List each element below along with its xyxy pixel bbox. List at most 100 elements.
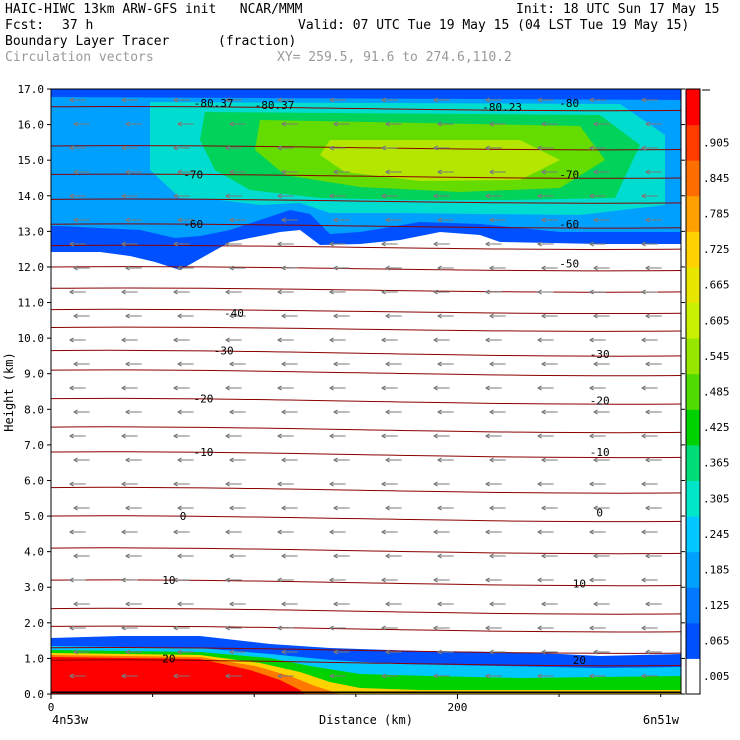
isotherm-line	[51, 659, 681, 667]
vector-arrow	[229, 649, 246, 655]
plot-field: -80.37 -80.37 -80.23 -80 -70 -70 -60 -60 -50 -40 -…	[51, 89, 681, 694]
contour-label: -30	[590, 348, 610, 361]
vector-arrow	[541, 601, 558, 607]
colorbar-label: .545	[703, 350, 730, 363]
x-tick-label: 0	[48, 701, 55, 714]
vector-arrow	[381, 673, 398, 679]
vector-arrow	[329, 145, 346, 151]
vector-arrow	[225, 337, 242, 343]
vector-arrow	[73, 121, 90, 127]
vector-arrow	[489, 553, 506, 559]
vector-arrow	[277, 433, 294, 439]
vector-arrow	[329, 289, 346, 295]
vector-arrow	[333, 409, 350, 415]
vector-arrow	[381, 241, 398, 247]
isotherm-line	[51, 486, 681, 494]
vector-arrow	[333, 505, 350, 511]
isotherm-line	[51, 287, 681, 293]
contour-label: 20	[573, 654, 586, 667]
vector-arrow	[433, 433, 450, 439]
colorbar-swatch	[686, 124, 700, 161]
vector-arrow	[593, 457, 610, 463]
vector-arrow	[173, 289, 190, 295]
vector-arrow	[385, 457, 402, 463]
temperature-contours	[51, 105, 681, 693]
isotherm-line	[51, 349, 681, 357]
vector-arrow	[537, 289, 554, 295]
colorbar-label: .845	[703, 172, 730, 185]
vector-arrow	[385, 265, 402, 271]
vector-arrow	[329, 385, 346, 391]
colorbar-swatch	[686, 480, 700, 517]
isotherm-line	[51, 607, 681, 615]
vector-arrow	[541, 361, 558, 367]
isotherm-line	[51, 625, 681, 633]
vector-arrow	[589, 337, 606, 343]
contour-label: -20	[590, 394, 610, 407]
vector-arrow	[381, 97, 398, 103]
vector-arrow	[125, 601, 142, 607]
contour-label: -80	[559, 97, 579, 110]
vector-arrow	[177, 121, 194, 127]
forecast-hour: 37 h	[62, 18, 94, 33]
vector-arrow	[433, 385, 450, 391]
vector-arrow	[437, 649, 454, 655]
vector-arrow	[437, 553, 454, 559]
vector-arrow	[177, 649, 194, 655]
vector-arrow	[589, 433, 606, 439]
vector-arrow	[173, 337, 190, 343]
vector-arrow	[121, 529, 138, 535]
vector-arrow	[125, 361, 142, 367]
vector-arrow	[173, 193, 190, 199]
vector-arrow	[589, 577, 606, 583]
vector-arrow	[173, 481, 190, 487]
vector-arrow	[645, 505, 662, 511]
colorbar-swatch	[686, 338, 700, 375]
vector-arrow	[73, 601, 90, 607]
vector-arrow	[229, 217, 246, 223]
vector-arrow	[229, 121, 246, 127]
y-tick-label: 9.0	[24, 368, 44, 381]
vector-arrow	[541, 457, 558, 463]
colorbar-label: .485	[703, 386, 730, 399]
y-axis-label: Height (km)	[2, 352, 16, 431]
vector-arrow	[381, 193, 398, 199]
vector-arrow	[541, 505, 558, 511]
vector-arrow	[177, 169, 194, 175]
vector-arrow	[281, 361, 298, 367]
y-tick-label: 1.0	[24, 652, 44, 665]
vector-arrow	[281, 649, 298, 655]
vector-arrow	[277, 193, 294, 199]
vector-arrow	[177, 457, 194, 463]
x-axis-label: Distance (km)	[319, 713, 413, 727]
vector-arrow	[69, 289, 86, 295]
contour-labels: -80.37 -80.37 -80.23 -80 -70 -70 -60 -60 -50 -40 -…	[162, 97, 609, 667]
isotherm-line	[51, 646, 681, 654]
vector-arrow	[125, 649, 142, 655]
vector-arrow	[537, 673, 554, 679]
vector-arrow	[177, 505, 194, 511]
contour-label: 10	[162, 574, 175, 587]
vector-arrow	[589, 145, 606, 151]
vector-arrow	[593, 361, 610, 367]
vector-arrow	[281, 121, 298, 127]
vector-arrow	[225, 97, 242, 103]
vector-arrow	[541, 649, 558, 655]
vector-arrow	[593, 121, 610, 127]
vector-arrow	[177, 553, 194, 559]
vector-arrow	[641, 577, 658, 583]
vector-arrow	[121, 385, 138, 391]
y-tick-label: 6.0	[24, 474, 44, 487]
vector-arrow	[645, 313, 662, 319]
contour-label: -30	[214, 345, 234, 358]
vector-arrow	[485, 625, 502, 631]
vector-arrow	[277, 481, 294, 487]
vector-arrow	[121, 481, 138, 487]
vector-arrow	[589, 481, 606, 487]
colorbar-swatch	[686, 516, 700, 553]
vector-arrow	[73, 505, 90, 511]
vector-arrow	[173, 577, 190, 583]
vector-arrow	[69, 241, 86, 247]
vector-arrow	[121, 673, 138, 679]
vector-arrow	[73, 217, 90, 223]
